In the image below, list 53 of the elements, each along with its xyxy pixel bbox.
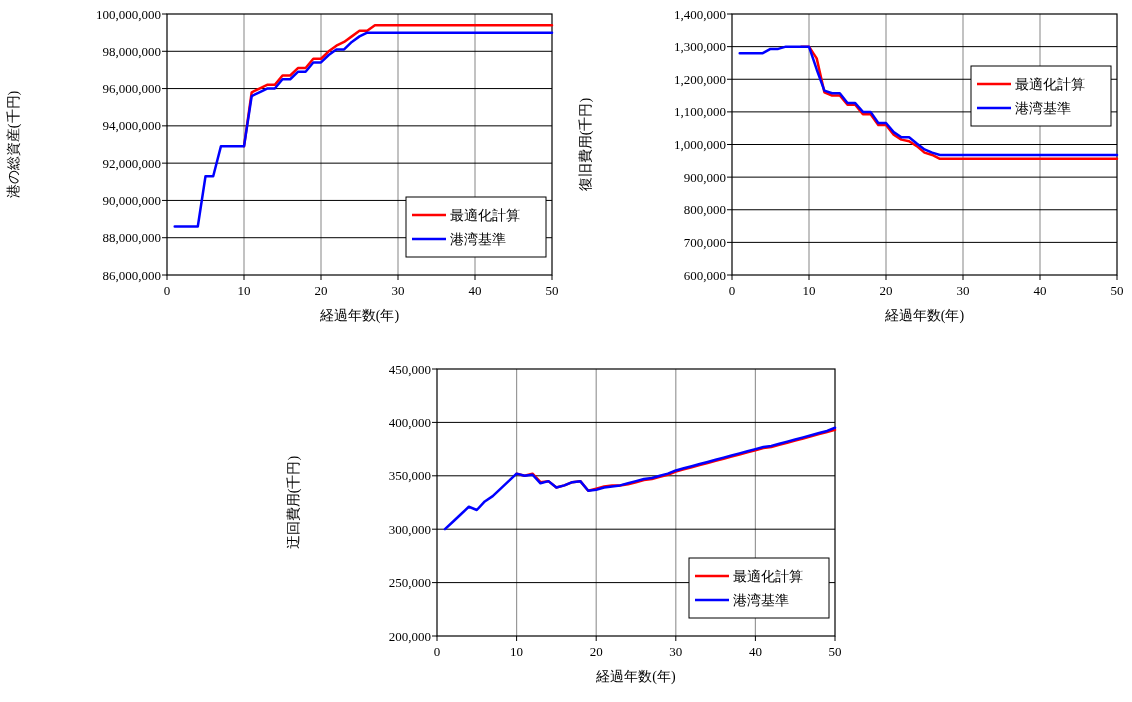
x-tick-label: 20 bbox=[314, 283, 328, 298]
x-tick-label: 10 bbox=[237, 283, 251, 298]
x-tick-label: 20 bbox=[879, 283, 893, 298]
y-tick-label: 98,000,000 bbox=[102, 43, 161, 59]
y-tick-label: 88,000,000 bbox=[102, 230, 161, 246]
x-tick-label: 40 bbox=[1033, 283, 1047, 298]
x-tick-label: 10 bbox=[510, 644, 524, 659]
x-tick-label: 40 bbox=[748, 644, 762, 659]
y-tick-label: 94,000,000 bbox=[102, 118, 161, 134]
y-axis-title: 復旧費用(千円) bbox=[578, 97, 594, 192]
y-tick-label: 86,000,000 bbox=[102, 267, 161, 283]
y-tick-label: 700,000 bbox=[683, 234, 726, 250]
y-tick-label: 900,000 bbox=[683, 169, 726, 185]
y-tick-label: 100,000,000 bbox=[96, 6, 161, 22]
y-axis-title: 港の総資産(千円) bbox=[6, 90, 22, 199]
x-tick-label: 50 bbox=[1110, 283, 1124, 298]
y-tick-label: 1,300,000 bbox=[674, 39, 726, 55]
x-tick-label: 30 bbox=[669, 644, 683, 659]
y-tick-label: 250,000 bbox=[388, 575, 431, 591]
x-axis-title: 経過年数(年) bbox=[318, 308, 400, 324]
x-tick-label: 50 bbox=[545, 283, 559, 298]
x-tick-label: 10 bbox=[802, 283, 816, 298]
x-tick-label: 0 bbox=[728, 283, 736, 298]
y-tick-label: 92,000,000 bbox=[102, 155, 161, 171]
x-tick-label: 0 bbox=[433, 644, 441, 659]
y-tick-label: 1,200,000 bbox=[674, 71, 726, 87]
y-tick-label: 1,100,000 bbox=[674, 104, 726, 120]
x-tick-label: 40 bbox=[468, 283, 482, 298]
x-tick-label: 20 bbox=[589, 644, 603, 659]
legend-label: 最適化計算 bbox=[450, 208, 520, 223]
y-axis-title: 迂回費用(千円) bbox=[286, 455, 302, 550]
x-tick-label: 50 bbox=[828, 644, 842, 659]
y-tick-label: 1,000,000 bbox=[674, 137, 726, 152]
y-tick-label: 96,000,000 bbox=[102, 81, 161, 97]
x-tick-label: 30 bbox=[391, 283, 405, 298]
legend-label: 最適化計算 bbox=[1015, 77, 1085, 92]
legend-label: 最適化計算 bbox=[733, 569, 803, 584]
legend-label: 港湾基準 bbox=[733, 593, 789, 608]
x-tick-label: 30 bbox=[956, 283, 970, 298]
y-tick-label: 200,000 bbox=[388, 628, 431, 644]
y-tick-label: 300,000 bbox=[388, 521, 431, 537]
x-axis-title: 経過年数(年) bbox=[883, 308, 965, 324]
y-tick-label: 450,000 bbox=[388, 361, 431, 377]
y-tick-label: 600,000 bbox=[683, 267, 726, 283]
y-tick-label: 400,000 bbox=[388, 414, 431, 430]
y-tick-label: 800,000 bbox=[683, 202, 726, 218]
y-tick-label: 1,400,000 bbox=[674, 6, 726, 22]
x-tick-label: 0 bbox=[163, 283, 171, 298]
legend-label: 港湾基準 bbox=[450, 232, 506, 247]
legend-label: 港湾基準 bbox=[1015, 101, 1071, 116]
y-tick-label: 90,000,000 bbox=[102, 192, 161, 208]
x-axis-title: 経過年数(年) bbox=[595, 669, 676, 685]
y-tick-label: 350,000 bbox=[388, 468, 431, 484]
